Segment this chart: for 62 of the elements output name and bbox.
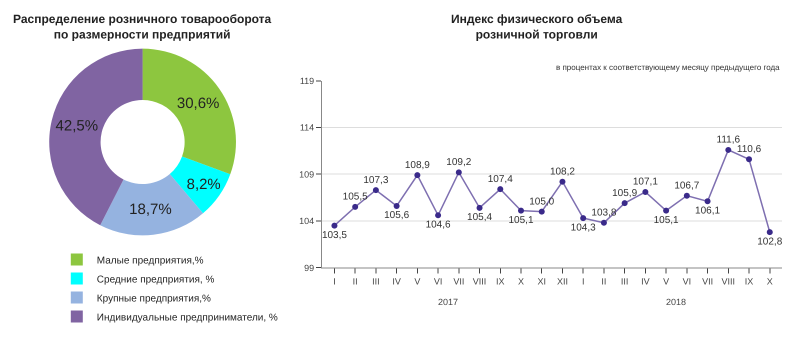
text: 106,1 — [695, 206, 720, 217]
data-label: 30,6% — [176, 94, 220, 112]
x-tick-label: IV — [392, 276, 401, 286]
donut-slice — [142, 48, 236, 174]
y-tick-label: 109 — [299, 169, 314, 180]
text: 105,4 — [467, 212, 492, 224]
text: 104,6 — [426, 220, 451, 231]
x-tick-label: VII — [453, 276, 464, 286]
y-tick-label: 99 — [304, 262, 314, 273]
text: 103,5 — [322, 230, 347, 241]
legend-label: Индивидуальные предприниматели, % — [96, 312, 278, 324]
text: 108,2 — [550, 166, 575, 178]
text: 108,9 — [404, 160, 430, 171]
text: 2018 — [666, 297, 686, 307]
text: 107,3 — [363, 174, 388, 186]
x-tick-label: II — [352, 276, 358, 286]
text: 107,1 — [632, 176, 658, 188]
x-tick-label: V — [663, 276, 670, 286]
text: 102,8 — [757, 236, 782, 248]
text: 105,1 — [654, 214, 679, 226]
x-tick-label: III — [372, 276, 380, 286]
y-tick-label: 104 — [299, 216, 314, 226]
donut-slice — [170, 156, 230, 214]
x-tick-label: IX — [744, 276, 754, 286]
chart-title: Распределение розничного товарооборота по размерности предприятий — [13, 12, 272, 42]
x-tick-label: VI — [682, 276, 692, 286]
x-tick-label: IX — [496, 276, 505, 286]
text: 2017 — [438, 297, 458, 307]
text: 104,3 — [570, 222, 596, 234]
data-label: 42,5% — [55, 118, 98, 135]
chart-subtitle: в процентах к соответствующему месяцу предыдущего года — [556, 63, 780, 72]
legend-label: Крупные предприятия,% — [96, 293, 212, 304]
text: 110,6 — [736, 144, 762, 156]
x-tick-label: I — [333, 276, 336, 286]
text: 111,6 — [716, 134, 740, 146]
x-tick-label: I — [582, 276, 584, 286]
text: 109,2 — [446, 157, 472, 168]
text: 107,4 — [488, 174, 513, 185]
x-tick-label: VI — [434, 276, 442, 286]
text: 105,5 — [342, 192, 368, 203]
x-tick-label: XII — [556, 276, 568, 286]
y-tick-label: 119 — [300, 76, 314, 86]
chart-title: Индекс физического объема розничной торговли — [451, 12, 623, 42]
x-tick-label: V — [414, 276, 420, 286]
text: 105,6 — [384, 210, 410, 222]
x-tick-label: IV — [641, 276, 650, 286]
text: 106,7 — [674, 180, 700, 192]
x-tick-label: III — [620, 276, 628, 286]
text: 105,9 — [612, 188, 638, 199]
text: 105,1 — [508, 214, 534, 226]
x-tick-label: XI — [537, 276, 546, 286]
x-tick-label: X — [518, 276, 524, 286]
x-tick-label: VIII — [472, 276, 486, 286]
x-tick-label: X — [766, 276, 773, 286]
data-label: 8,2% — [186, 177, 221, 194]
legend-label: Средние предприятия, % — [96, 274, 214, 286]
y-tick-label: 114 — [300, 122, 314, 133]
data-label: 18,7% — [129, 200, 172, 218]
x-tick-label: VII — [702, 276, 714, 286]
legend-label: Малые предприятия,% — [96, 255, 204, 266]
x-tick-label: VIII — [722, 276, 736, 286]
x-tick-label: II — [601, 276, 606, 286]
